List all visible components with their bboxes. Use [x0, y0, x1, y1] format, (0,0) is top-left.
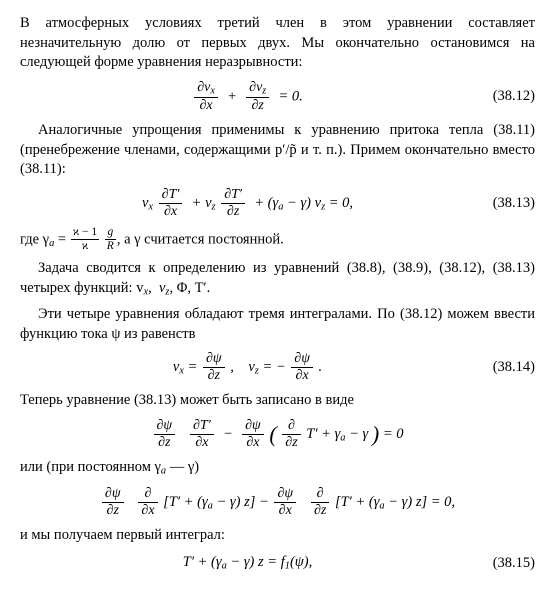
equation-38-12: ∂vx∂x + ∂vz∂z = 0. (38.12) — [20, 81, 535, 114]
equation-38-13: vx ∂T′∂x + vz ∂T′∂z + (γa − γ) vz = 0, (… — [20, 188, 535, 219]
eq-body: ∂vx∂x + ∂vz∂z = 0. — [20, 81, 475, 114]
eq-body: vx = ∂ψ∂z , vz = − ∂ψ∂x . — [20, 352, 475, 383]
eq-body: T′ + (γa − γ) z = f1(ψ), — [20, 553, 475, 574]
paragraph-4: Задача сводится к определению из уравнен… — [20, 259, 535, 299]
paragraph-3: где γa = ϰ − 1ϰ gR, а γ считается постоя… — [20, 227, 535, 253]
equation-inline-2: ∂ψ∂z ∂∂x [T′ + (γa − γ) z] − ∂ψ∂x ∂∂z [T… — [20, 487, 535, 518]
equation-38-14: vx = ∂ψ∂z , vz = − ∂ψ∂x . (38.14) — [20, 352, 535, 383]
paragraph-2: Аналогичные упрощения применимы к уравне… — [20, 121, 535, 180]
eq-number: (38.14) — [475, 358, 535, 378]
paragraph-7: или (при постоянном γa — γ) — [20, 458, 535, 479]
equation-inline-1: ∂ψ∂z ∂T′∂x − ∂ψ∂x ( ∂∂z T′ + γa − γ ) = … — [20, 419, 535, 450]
paragraph-8: и мы получаем первый интеграл: — [20, 526, 535, 546]
paragraph-5: Эти четыре уравнения обладают тремя инте… — [20, 305, 535, 344]
eq-number: (38.13) — [475, 194, 535, 214]
eq-number: (38.12) — [475, 87, 535, 107]
paragraph-1: В атмосферных условиях третий член в это… — [20, 14, 535, 73]
eq-number: (38.15) — [475, 554, 535, 574]
eq-body: vx ∂T′∂x + vz ∂T′∂z + (γa − γ) vz = 0, — [20, 188, 475, 219]
paragraph-6: Теперь уравнение (38.13) может быть запи… — [20, 391, 535, 411]
equation-38-15: T′ + (γa − γ) z = f1(ψ), (38.15) — [20, 553, 535, 574]
